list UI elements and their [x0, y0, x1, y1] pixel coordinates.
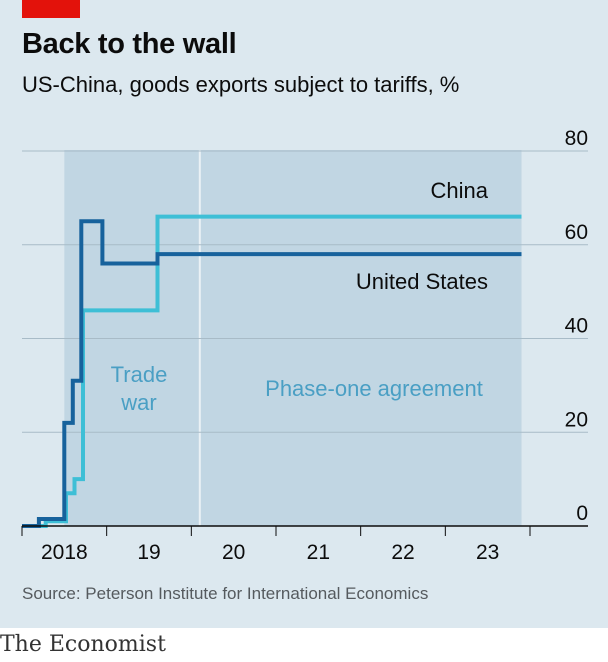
y-tick-label-60: 60 — [565, 221, 588, 244]
chart-panel: Back to the wall US-China, goods exports… — [0, 0, 608, 628]
brand-red-tag — [22, 0, 80, 18]
x-tick-label-2018: 2018 — [41, 541, 88, 564]
x-tick-label-19: 19 — [137, 541, 160, 564]
x-tick-label-22: 22 — [391, 541, 414, 564]
series-line-united-states — [22, 219, 522, 528]
band-label-war: war — [120, 390, 156, 415]
y-tick-label-20: 20 — [565, 408, 588, 431]
brand-logo: The Economist — [0, 632, 166, 657]
chart-plot: 0 20 40 60 80 Trade war Phase-one agreement Ch… — [21, 127, 588, 564]
y-tick-label-80: 80 — [565, 127, 588, 150]
series-label-united-states: United States — [356, 269, 488, 294]
band-label-phase-one: Phase-one agreement — [265, 376, 483, 401]
chart-title: Back to the wall — [22, 28, 237, 60]
y-tick-label-40: 40 — [565, 315, 588, 338]
x-tick-label-20: 20 — [222, 541, 245, 564]
chart-subtitle: US-China, goods exports subject to tarif… — [22, 72, 460, 97]
source-note: Source: Peterson Institute for Internati… — [22, 584, 429, 603]
y-tick-label-0: 0 — [576, 502, 588, 525]
x-tick-label-21: 21 — [307, 541, 330, 564]
series-line-china — [22, 214, 522, 528]
series-label-china: China — [431, 178, 489, 203]
x-tick-label-23: 23 — [476, 541, 499, 564]
band-label-trade: Trade — [111, 362, 168, 387]
